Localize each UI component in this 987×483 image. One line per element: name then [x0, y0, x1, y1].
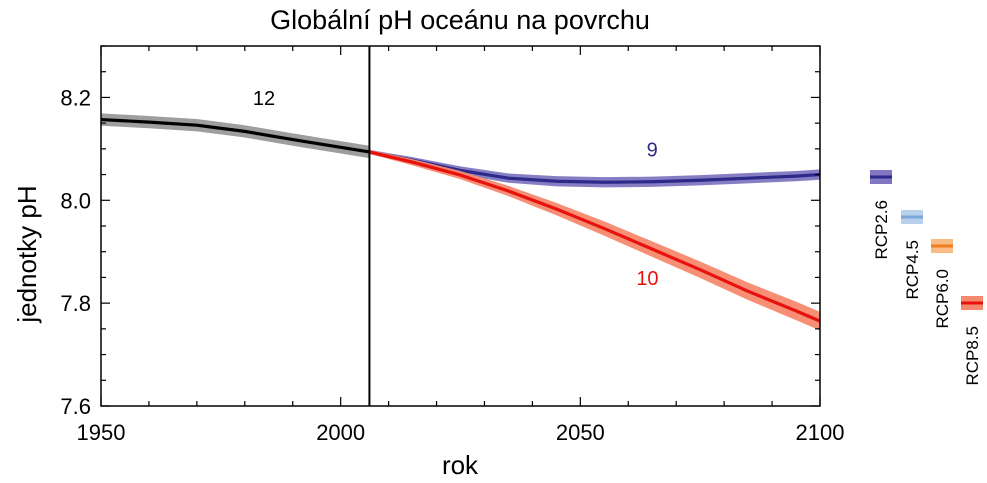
x-tick-label: 2100: [796, 420, 845, 445]
legend-label: RCP2.6: [872, 200, 891, 260]
line-rcp2-6: [369, 150, 820, 184]
axes: [100, 45, 821, 407]
y-tick-label: 8.2: [60, 85, 91, 110]
x-tick-label: 1950: [77, 420, 126, 445]
annotation-label: 12: [253, 88, 275, 110]
chart-title: Globální pH oceánu na povrchu: [270, 5, 650, 35]
legend-item: RCP8.5: [961, 296, 983, 386]
x-tick-label: 2050: [556, 420, 605, 445]
legend-label: RCP4.5: [903, 240, 922, 300]
x-axis-title: rok: [442, 450, 479, 480]
annotation-label: 10: [636, 268, 658, 290]
line-historical: [101, 117, 370, 154]
legend-label: RCP8.5: [963, 326, 982, 386]
annotation-label: 9: [647, 140, 658, 162]
legend: RCP2.6 RCP4.5 RCP6.0 RCP8.5: [870, 170, 983, 386]
legend-label: RCP6.0: [933, 269, 952, 329]
band-historical: [101, 113, 370, 159]
y-tick-label: 7.6: [60, 394, 91, 419]
line-rcp8-5: [369, 150, 820, 323]
y-tick-label: 7.8: [60, 291, 91, 316]
legend-item: RCP2.6: [870, 170, 892, 260]
plot-area: [101, 46, 820, 406]
x-tick-label: 2000: [316, 420, 365, 445]
chart-text: Globální pH oceánu na povrchu rok jednot…: [12, 5, 844, 480]
legend-item: RCP6.0: [931, 239, 953, 329]
plot-frame: [100, 45, 821, 407]
legend-item: RCP4.5: [901, 210, 923, 300]
y-tick-label: 8.0: [60, 188, 91, 213]
y-axis-title: jednotky pH: [12, 185, 42, 323]
